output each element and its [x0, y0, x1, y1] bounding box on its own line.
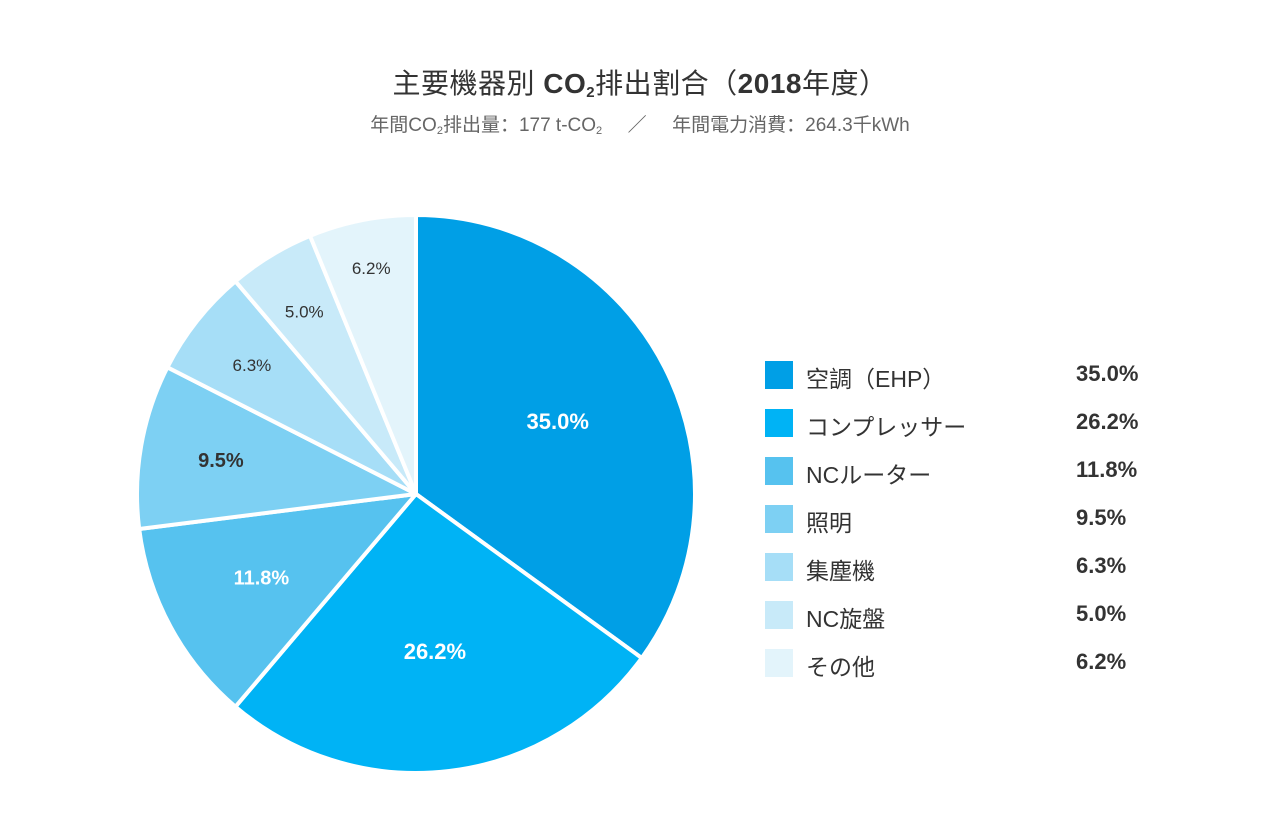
legend-value: 6.2%: [1076, 649, 1127, 674]
legend-item: NCルーター 11.8%: [765, 452, 1155, 500]
chart-title: 主要機器別 CO2排出割合（2018年度）: [392, 68, 888, 101]
legend-swatch: [765, 649, 793, 677]
slice-label-2: 26.2%: [404, 639, 466, 664]
legend-label: 空調（EHP）: [806, 366, 946, 392]
legend-value: 26.2%: [1076, 409, 1139, 434]
legend-swatch: [765, 457, 793, 485]
pie-slice-2: [233, 492, 644, 775]
legend-item: 集塵機 6.3%: [765, 548, 1155, 596]
legend-item: その他 6.2%: [765, 644, 1155, 692]
legend-value: 9.5%: [1076, 505, 1127, 530]
slice-label-7: 6.2%: [352, 259, 391, 278]
slice-label-1: 35.0%: [527, 409, 589, 434]
legend-item: 照明 9.5%: [765, 500, 1155, 548]
legend-label: 照明: [806, 510, 852, 536]
pie-slice-7: [308, 213, 418, 496]
chart-subtitle: 年間CO2排出量：177 t-CO2 ／年間電力消費：264.3千kWh: [370, 115, 910, 137]
slice-label-5: 6.3%: [233, 356, 272, 375]
legend-swatch: [765, 601, 793, 629]
legend-swatch: [765, 505, 793, 533]
legend: 空調（EHP） 35.0% コンプレッサー 26.2% NCルーター 11.8% 照明 9.5…: [765, 356, 1155, 692]
legend-swatch: [765, 361, 793, 389]
pie-slice-3: [137, 492, 418, 709]
legend-item: NC旋盤 5.0%: [765, 596, 1155, 644]
legend-item: コンプレッサー 26.2%: [765, 404, 1155, 452]
pie-slice-4: [135, 365, 418, 531]
legend-item: 空調（EHP） 35.0%: [765, 356, 1155, 404]
slice-label-4: 9.5%: [198, 450, 244, 472]
legend-label: NC旋盤: [806, 606, 886, 632]
legend-swatch: [765, 553, 793, 581]
legend-swatch: [765, 409, 793, 437]
legend-label: 集塵機: [806, 558, 875, 584]
legend-value: 11.8%: [1076, 457, 1138, 482]
slice-label-6: 5.0%: [285, 303, 324, 322]
slice-label-3: 11.8%: [234, 568, 290, 590]
legend-value: 35.0%: [1076, 361, 1139, 386]
legend-label: その他: [806, 654, 875, 680]
pie-slice-1: [414, 213, 697, 660]
legend-label: NCルーター: [806, 462, 932, 488]
legend-label: コンプレッサー: [806, 414, 967, 440]
legend-value: 5.0%: [1076, 601, 1127, 626]
legend-value: 6.3%: [1076, 553, 1127, 578]
